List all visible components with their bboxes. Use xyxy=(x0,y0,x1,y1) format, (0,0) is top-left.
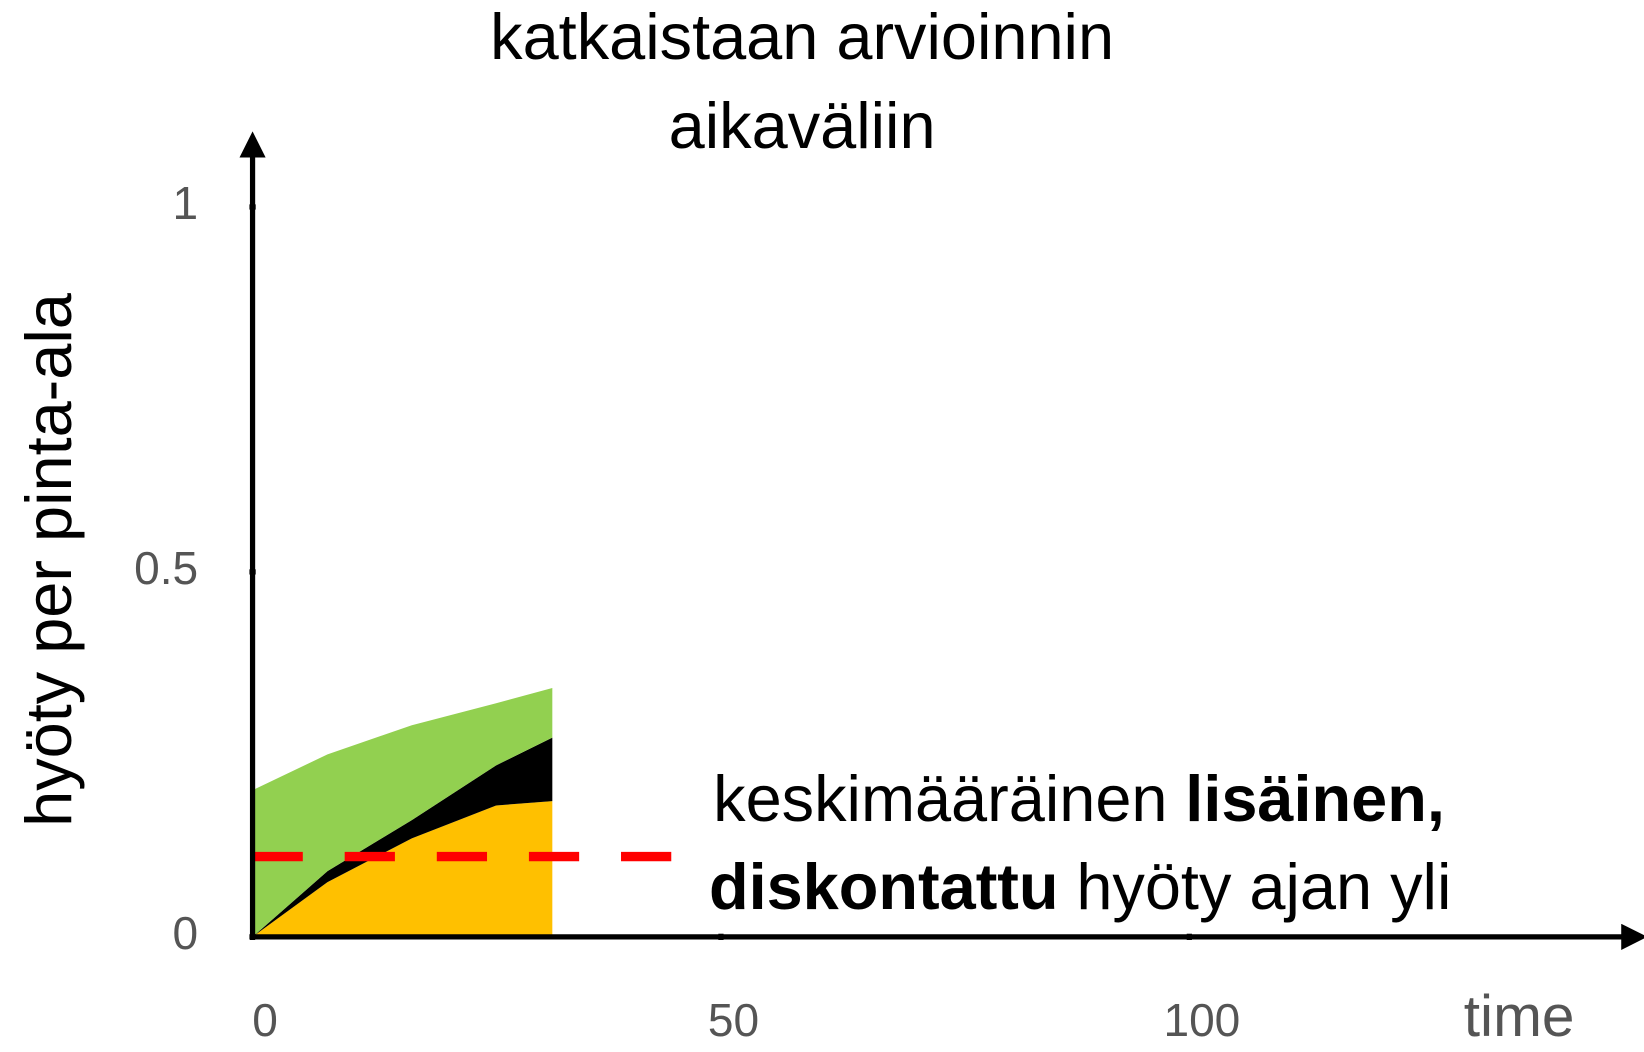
annotation-part: diskontattu xyxy=(709,850,1059,923)
x-tick-label: 0 xyxy=(252,994,278,1046)
annotation-part: lisäinen, xyxy=(1185,762,1445,835)
y-tick-label: 0.5 xyxy=(134,542,198,594)
y-axis-label: hyöty per pinta-ala xyxy=(12,292,85,827)
annotation-part: keskimääräinen xyxy=(713,762,1167,835)
x-tick-label: 100 xyxy=(1163,994,1240,1046)
annotation: diskontattu hyöty ajan yli xyxy=(709,850,1451,923)
chart-title: aikaväliin xyxy=(669,89,936,162)
annotation: keskimääräinen lisäinen, xyxy=(713,762,1445,835)
x-axis-label: time xyxy=(1464,984,1575,1049)
y-tick-label: 1 xyxy=(173,177,199,229)
y-tick-label: 0 xyxy=(173,907,199,959)
chart-title: katkaistaan arvioinnin xyxy=(490,0,1114,73)
area-layer xyxy=(252,801,553,937)
annotation-part: hyöty ajan yli xyxy=(1076,850,1451,923)
area-layer xyxy=(252,687,553,937)
area-layer xyxy=(252,737,553,937)
x-tick-label: 50 xyxy=(708,994,759,1046)
